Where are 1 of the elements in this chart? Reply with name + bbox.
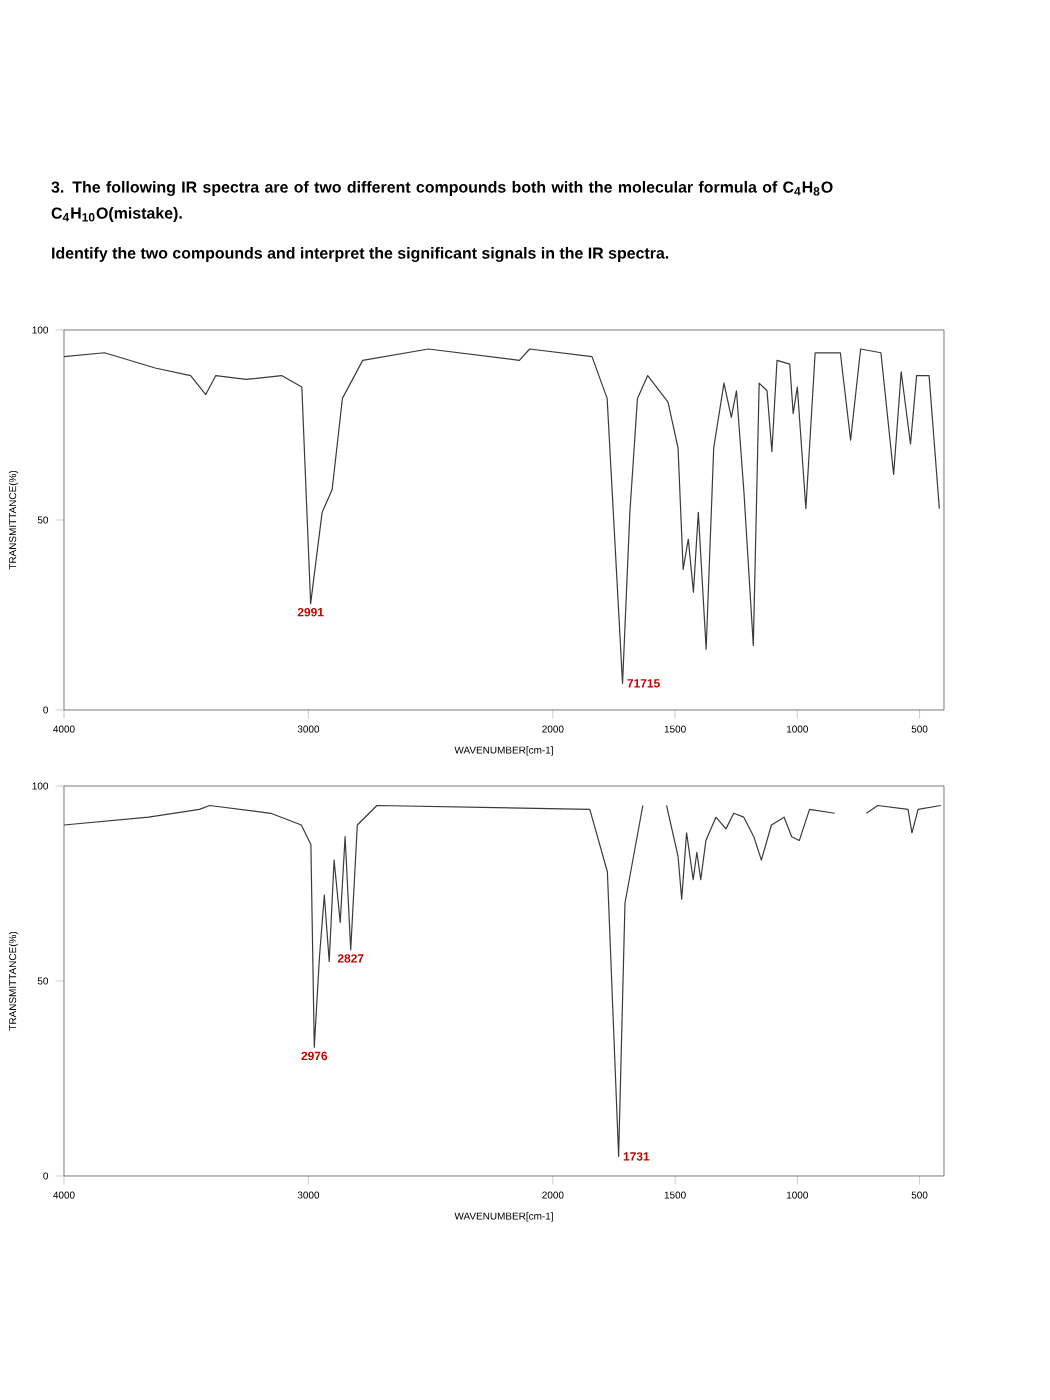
line-series [63, 348, 940, 684]
